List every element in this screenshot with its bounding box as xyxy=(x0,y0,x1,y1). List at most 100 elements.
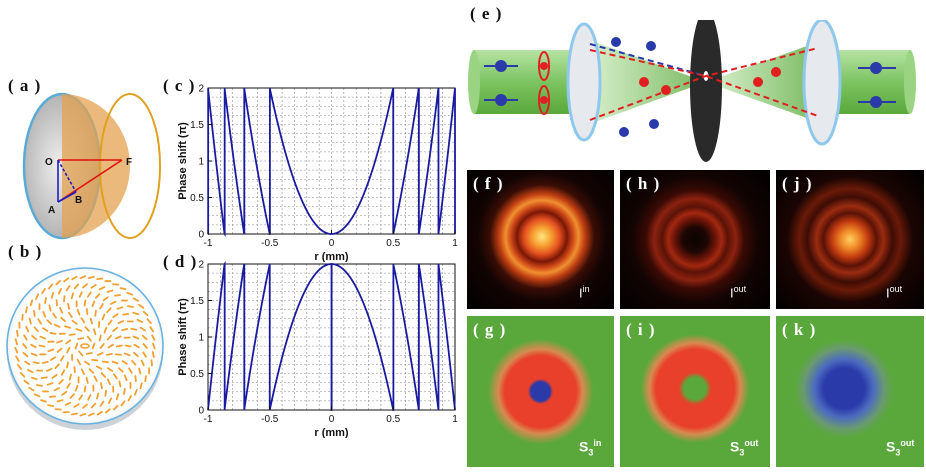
lc-dash xyxy=(60,369,66,376)
lc-dash xyxy=(141,334,148,341)
output-polarization-arrows xyxy=(858,62,896,108)
lc-dash xyxy=(41,360,49,364)
lc-dash xyxy=(107,397,113,405)
lc-dash xyxy=(144,375,147,383)
lc-dash xyxy=(138,367,142,375)
lc-dash xyxy=(104,408,111,414)
lc-dash xyxy=(107,367,114,372)
lc-dash xyxy=(63,277,70,283)
lc-dash xyxy=(16,363,22,370)
lc-dash xyxy=(68,373,72,381)
panel-label-e: ( e ) xyxy=(470,4,503,23)
lc-dash xyxy=(60,316,66,323)
lc-dash xyxy=(142,351,147,358)
lc-dash xyxy=(67,302,71,310)
lc-dash xyxy=(85,308,89,316)
lc-dash xyxy=(56,339,63,344)
lc-dash xyxy=(150,359,153,367)
lc-dash xyxy=(90,284,97,289)
lc-dash xyxy=(111,360,119,365)
lc-dash xyxy=(23,334,28,341)
lc-dash xyxy=(112,313,119,318)
lc-dash xyxy=(19,372,26,378)
x-axis-label: r (mm) xyxy=(314,427,349,438)
y-tick-label: 0.5 xyxy=(190,369,204,380)
lc-dash xyxy=(106,378,111,386)
lc-dash xyxy=(68,333,76,336)
lc-dash xyxy=(53,323,61,328)
lc-dash xyxy=(60,355,65,362)
lc-dash xyxy=(79,413,87,417)
lc-dash xyxy=(80,317,86,324)
lc-dash xyxy=(105,352,113,356)
stokes-label-i: S3out xyxy=(730,438,759,458)
intensity-image-f: ( f ) Iin xyxy=(467,170,614,309)
lc-dash xyxy=(96,392,100,400)
lc-dash xyxy=(146,318,152,325)
intensity-image-h: ( h ) Iout xyxy=(620,170,770,309)
lc-dash xyxy=(70,292,74,300)
lc-dash xyxy=(83,360,91,366)
lc-dash xyxy=(136,318,144,324)
intensity-label-h: Iout xyxy=(730,284,747,301)
y-tick-label: 1 xyxy=(198,157,204,168)
lc-dash xyxy=(126,291,134,296)
lc-dash xyxy=(86,291,92,298)
lc-dash xyxy=(142,343,148,349)
lc-dash xyxy=(101,360,109,364)
lc-dash xyxy=(99,400,105,407)
lc-dash xyxy=(61,390,68,396)
lc-dash xyxy=(30,352,38,357)
lc-dash xyxy=(66,346,71,354)
lc-dash xyxy=(85,352,93,355)
y-axis-label: Phase shift (π) xyxy=(177,122,189,200)
lc-dash xyxy=(78,291,83,298)
line-AF xyxy=(57,159,123,203)
lc-dash xyxy=(32,361,40,365)
lc-dash xyxy=(36,384,43,387)
lc-dash xyxy=(123,374,128,382)
lc-dash xyxy=(69,393,76,399)
lc-dash xyxy=(71,275,78,281)
lc-dash xyxy=(82,403,88,409)
lc-dash xyxy=(74,384,79,392)
lc-dash xyxy=(30,376,38,381)
lc-dash xyxy=(76,358,82,366)
lc-dash xyxy=(70,412,78,416)
point-B: B xyxy=(75,195,82,206)
lc-dash xyxy=(152,342,156,350)
lc-dash xyxy=(114,294,122,297)
setup-schematic xyxy=(468,20,916,162)
y-tick-label: 2 xyxy=(198,260,204,271)
lc-dash xyxy=(106,334,113,341)
lc-dash xyxy=(33,393,41,398)
lc-dash xyxy=(132,335,140,340)
lc-dash xyxy=(35,293,40,300)
lc-dash xyxy=(96,410,103,416)
lc-dash xyxy=(99,303,104,310)
x-tick-label: -1 xyxy=(204,414,213,425)
lc-dash xyxy=(66,382,71,389)
lc-dash xyxy=(107,319,113,326)
x-tick-label: 1 xyxy=(452,414,458,425)
lc-dash xyxy=(26,368,34,374)
line-AB xyxy=(57,191,77,203)
lc-dash xyxy=(38,344,46,348)
point-F: F xyxy=(126,157,132,168)
input-beam-cap xyxy=(468,50,480,114)
lc-dash xyxy=(94,309,97,317)
lc-dash xyxy=(33,326,39,333)
lc-dash xyxy=(82,283,88,289)
lc-dash xyxy=(49,331,57,335)
lc-dash xyxy=(24,360,31,366)
lc-dash xyxy=(140,359,145,367)
lc-dash xyxy=(64,325,71,329)
lc-dash xyxy=(28,386,35,392)
y-tick-label: 0 xyxy=(198,230,204,241)
y-tick-label: 1.5 xyxy=(190,296,204,307)
lc-dash xyxy=(112,283,120,286)
lc-dash xyxy=(55,279,61,286)
x-tick-label: 1 xyxy=(452,238,458,249)
lc-dash xyxy=(87,275,95,280)
lc-dash xyxy=(59,306,64,314)
